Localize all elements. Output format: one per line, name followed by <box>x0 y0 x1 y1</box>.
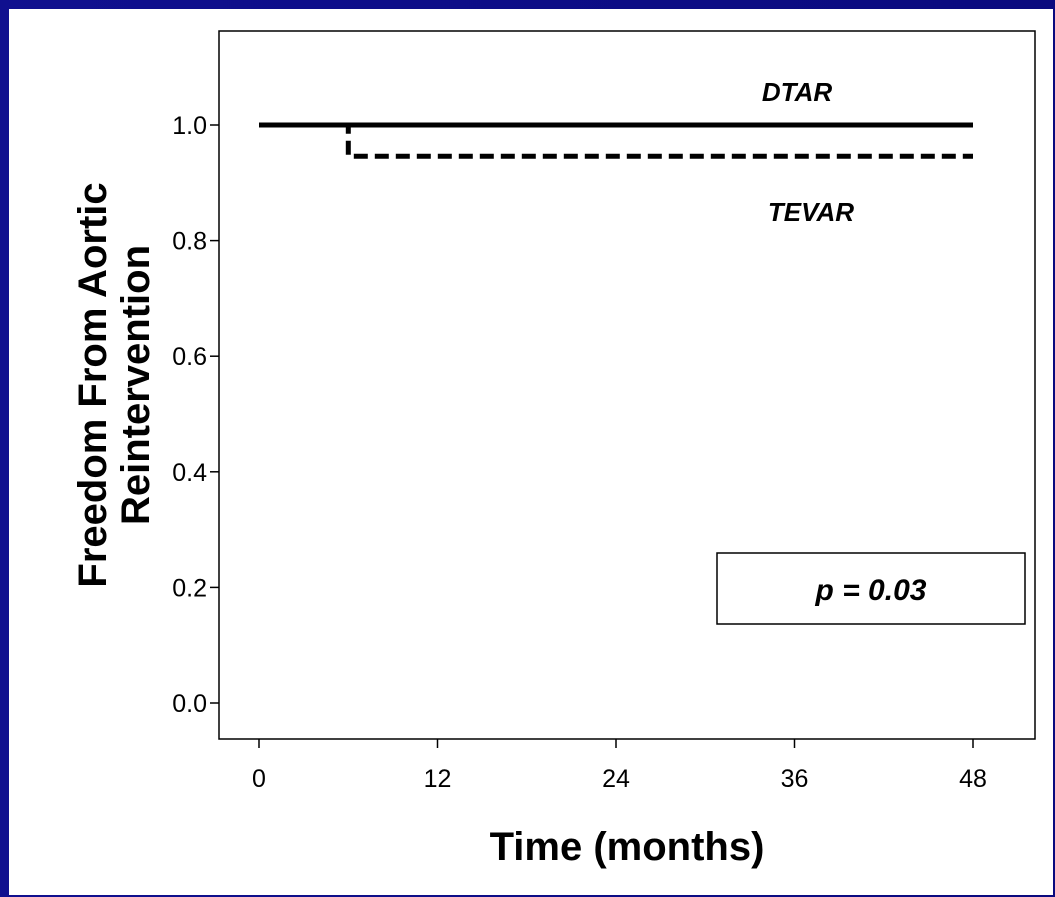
series-label-dtar: DTAR <box>762 77 833 107</box>
x-tick-label: 0 <box>252 765 266 793</box>
km-chart: 0.00.20.40.60.81.0 0 12 24 36 48 DTAR TEVAR … <box>71 30 1036 869</box>
plot-frame <box>218 30 1036 740</box>
x-tick-label: 24 <box>602 765 630 793</box>
y-tick-label: 0.4 <box>172 459 207 487</box>
y-tick-label: 0.8 <box>172 228 207 256</box>
x-tick-label: 48 <box>959 765 987 793</box>
x-axis-ticks: 0 12 24 36 48 <box>252 739 987 793</box>
y-tick-label: 0.0 <box>172 690 207 718</box>
y-axis-ticks: 0.0 0.2 0.4 0.6 0.8 1.0 <box>172 112 219 718</box>
y-tick-label: 0.6 <box>172 343 207 371</box>
series-layer <box>259 122 973 159</box>
x-tick-label: 12 <box>424 765 452 793</box>
y-tick-label: 0.2 <box>172 574 207 602</box>
x-axis-title: Time (months) <box>490 825 765 869</box>
y-axis-title: Freedom From Aortic Reintervention <box>71 182 158 587</box>
p-value-text: p = 0.03 <box>815 574 927 607</box>
y-axis-title-line-2: Reintervention <box>114 245 158 525</box>
chart-panel: 0.0 0.2 0.4 0.6 0.8 1.0 0 12 24 36 48 DTAR TEVAR … <box>9 9 1053 895</box>
y-axis-title-line-1: Freedom From Aortic <box>71 182 115 587</box>
y-tick-label: 1.0 <box>172 112 207 140</box>
series-line-tevar <box>259 122 973 159</box>
series-label-tevar: TEVAR <box>768 197 854 227</box>
p-value-box <box>716 552 1026 625</box>
x-tick-label: 36 <box>781 765 809 793</box>
